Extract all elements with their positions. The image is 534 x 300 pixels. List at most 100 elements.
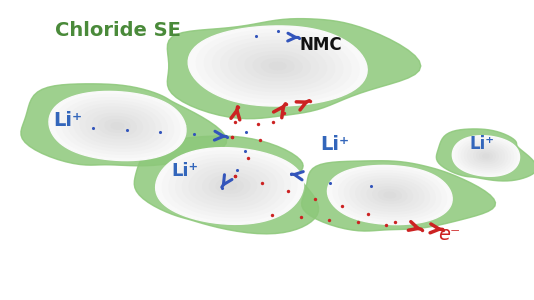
Point [325, 181, 334, 185]
Point [337, 204, 346, 209]
Point [364, 212, 373, 217]
Polygon shape [169, 154, 290, 218]
Polygon shape [480, 152, 492, 160]
Point [231, 173, 239, 178]
Polygon shape [465, 143, 507, 169]
Polygon shape [223, 182, 237, 190]
Polygon shape [99, 117, 136, 135]
Point [256, 137, 265, 142]
Text: Li⁺: Li⁺ [320, 134, 350, 154]
Point [281, 101, 290, 106]
Polygon shape [373, 187, 407, 203]
Polygon shape [92, 113, 143, 139]
Polygon shape [203, 172, 256, 200]
Point [233, 104, 242, 109]
Polygon shape [302, 161, 496, 231]
Polygon shape [162, 151, 297, 221]
Polygon shape [459, 140, 513, 172]
Polygon shape [176, 158, 284, 214]
Polygon shape [356, 179, 424, 211]
Point [325, 217, 334, 222]
Polygon shape [470, 147, 501, 165]
Polygon shape [167, 19, 421, 119]
Text: Li⁺: Li⁺ [470, 135, 495, 153]
Polygon shape [384, 192, 396, 198]
Polygon shape [456, 137, 516, 175]
Polygon shape [461, 141, 511, 171]
Polygon shape [49, 92, 186, 160]
Point [418, 227, 426, 232]
Polygon shape [362, 182, 418, 208]
Polygon shape [189, 165, 270, 207]
Polygon shape [21, 84, 227, 166]
Polygon shape [229, 44, 326, 88]
Polygon shape [344, 173, 435, 217]
Text: NMC: NMC [299, 36, 342, 54]
Polygon shape [327, 165, 452, 225]
Polygon shape [483, 154, 489, 158]
Point [241, 130, 250, 134]
Polygon shape [134, 136, 319, 234]
Point [280, 110, 288, 115]
Point [89, 125, 98, 130]
Point [232, 167, 241, 172]
Point [269, 119, 277, 124]
Point [268, 212, 277, 217]
Point [240, 149, 249, 154]
Polygon shape [237, 48, 318, 84]
Point [382, 222, 390, 227]
Polygon shape [367, 184, 412, 206]
Polygon shape [183, 162, 277, 210]
Polygon shape [468, 145, 504, 167]
Text: Chloride SE: Chloride SE [54, 20, 180, 40]
Point [311, 196, 319, 201]
Point [274, 28, 282, 33]
Point [254, 122, 262, 127]
Text: e⁻: e⁻ [438, 224, 460, 244]
Point [252, 34, 261, 38]
Point [228, 134, 237, 139]
Polygon shape [111, 123, 124, 129]
Point [231, 173, 239, 178]
Polygon shape [379, 190, 401, 200]
Point [228, 134, 237, 139]
Point [217, 185, 226, 190]
Polygon shape [205, 33, 351, 99]
Polygon shape [221, 40, 335, 92]
Polygon shape [452, 136, 520, 176]
Text: Li⁺: Li⁺ [53, 110, 83, 130]
Point [231, 119, 239, 124]
Point [354, 220, 362, 224]
Polygon shape [350, 176, 429, 214]
Polygon shape [196, 169, 263, 203]
Point [284, 188, 293, 193]
Polygon shape [155, 148, 303, 224]
Point [122, 127, 131, 132]
Polygon shape [209, 176, 250, 197]
Polygon shape [61, 98, 174, 154]
Point [189, 132, 198, 137]
Polygon shape [436, 129, 534, 181]
Point [257, 181, 266, 186]
Polygon shape [74, 104, 161, 148]
Polygon shape [245, 51, 310, 81]
Polygon shape [80, 107, 155, 145]
Point [391, 219, 399, 224]
Point [244, 155, 252, 160]
Polygon shape [188, 26, 367, 106]
Point [287, 172, 295, 176]
Text: Li⁺: Li⁺ [171, 162, 198, 180]
Polygon shape [262, 59, 294, 73]
Polygon shape [68, 101, 167, 151]
Point [295, 35, 303, 40]
Polygon shape [87, 110, 148, 142]
Point [296, 214, 305, 219]
Point [411, 225, 419, 230]
Point [223, 134, 231, 139]
Polygon shape [477, 151, 495, 161]
Point [305, 98, 314, 103]
Polygon shape [270, 62, 286, 70]
Polygon shape [333, 168, 446, 222]
Point [439, 227, 447, 232]
Point [156, 130, 164, 134]
